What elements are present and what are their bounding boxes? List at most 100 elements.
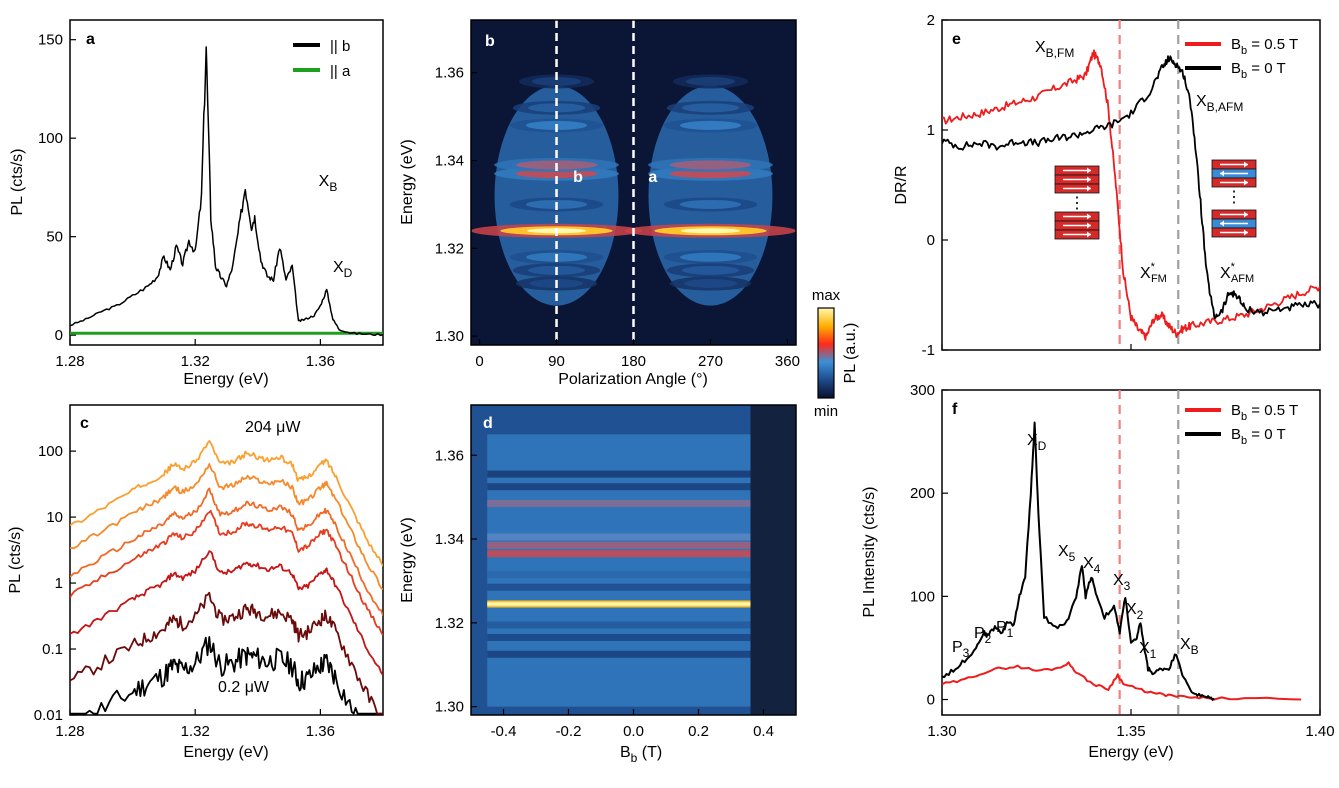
colorbar-min: min bbox=[814, 403, 838, 420]
x-axis-label-base: B bbox=[620, 744, 631, 761]
heatmap-line bbox=[487, 571, 751, 579]
heatmap-line bbox=[487, 533, 751, 541]
peak-label-x1-sub: 1 bbox=[1150, 647, 1157, 661]
legend-label-sub: b bbox=[1241, 45, 1247, 57]
x-axis-label: Energy (eV) bbox=[183, 371, 268, 388]
peak-label-p1: P1 bbox=[996, 619, 1014, 640]
x-tick-label: 0.4 bbox=[753, 723, 774, 740]
peak-label-p3: P3 bbox=[952, 639, 970, 660]
legend-label: Bb = 0 T bbox=[1231, 60, 1286, 81]
y-tick-label: 0.01 bbox=[34, 707, 63, 724]
legend-label-rest: = 0.5 T bbox=[1247, 402, 1298, 419]
plot-frame bbox=[69, 404, 384, 716]
heatmap-line bbox=[487, 621, 751, 629]
peak-label-x4-base: X bbox=[1083, 555, 1094, 572]
peak-label-x1: X1 bbox=[1139, 640, 1157, 661]
peak-label-x3-base: X bbox=[1113, 572, 1124, 589]
series-line-power bbox=[70, 591, 383, 715]
panel-letter: d bbox=[483, 415, 493, 432]
legend-label: Bb = 0.5 T bbox=[1231, 36, 1298, 57]
peak-label-xb: XB bbox=[1180, 636, 1199, 657]
legend-label-rest: = 0 T bbox=[1247, 426, 1286, 443]
peak-label-b-sub: B bbox=[329, 180, 337, 194]
heatmap-line bbox=[487, 499, 751, 507]
y-tick-label: -1 bbox=[922, 342, 935, 359]
y-tick-label: 150 bbox=[38, 32, 63, 49]
peak-label-xd-sub: D bbox=[1038, 439, 1047, 453]
y-tick-label: 1.36 bbox=[435, 65, 464, 82]
power-label-low: 0.2 μW bbox=[218, 679, 270, 696]
heatmap-glow bbox=[648, 85, 773, 306]
spin-arrowhead bbox=[1244, 179, 1248, 186]
x-tick-label: 1.35 bbox=[1116, 723, 1145, 740]
x-axis-label-unit: (T) bbox=[637, 744, 662, 761]
peak-label-x4-sub: 4 bbox=[1094, 562, 1101, 576]
x-tick-label: 1.28 bbox=[55, 353, 84, 370]
y-tick-label: 100 bbox=[38, 130, 63, 147]
panel-letter: f bbox=[952, 401, 958, 418]
series-line-e bbox=[942, 55, 1320, 320]
series-line-b bbox=[70, 46, 383, 337]
series-line-f bbox=[942, 661, 1302, 701]
y-tick-label: 2 bbox=[927, 12, 935, 29]
peak-label-xd: XD bbox=[1027, 432, 1047, 453]
x-tick-label: 1.40 bbox=[1305, 723, 1334, 740]
peak-label-xbafm-base: X bbox=[1196, 93, 1207, 110]
x-tick-label: 0.0 bbox=[623, 723, 644, 740]
peak-label-x4: X4 bbox=[1083, 555, 1101, 576]
peak-label-xd-base: X bbox=[1027, 432, 1038, 449]
legend-label: Bb = 0.5 T bbox=[1231, 402, 1298, 423]
peak-label-p3-sub: 3 bbox=[963, 646, 970, 660]
afm-stack-top bbox=[1211, 159, 1257, 188]
heatmap-line-core bbox=[685, 76, 735, 86]
spin-arrowhead bbox=[1087, 176, 1091, 183]
y-tick-label: 50 bbox=[46, 229, 63, 246]
panel-letter: c bbox=[80, 415, 89, 432]
spin-arrowhead bbox=[1087, 185, 1091, 192]
y-axis-label: PL (cts/s) bbox=[7, 527, 24, 594]
panel-letter: b bbox=[485, 33, 495, 50]
spin-arrowhead bbox=[1244, 161, 1248, 168]
ellipsis-icon: ⋮ bbox=[1226, 189, 1242, 206]
x-tick-label: 1.28 bbox=[55, 723, 84, 740]
y-tick-label: 0 bbox=[55, 327, 63, 344]
y-tick-label: 100 bbox=[910, 588, 935, 605]
peak-label-d: XD bbox=[333, 259, 353, 280]
fm-stack-bottom bbox=[1054, 211, 1100, 240]
x-tick-label: 1.36 bbox=[306, 723, 335, 740]
colorbar-label: PL (a.u.) bbox=[842, 323, 859, 384]
legend-label-sub: b bbox=[1241, 69, 1247, 81]
y-tick-label: 1 bbox=[55, 575, 63, 592]
colorbar bbox=[817, 307, 835, 399]
legend-label-base: B bbox=[1231, 60, 1241, 77]
spin-arrowhead bbox=[1220, 220, 1224, 227]
legend-label-rest: = 0.5 T bbox=[1247, 36, 1298, 53]
heatmap-band-region bbox=[487, 434, 751, 707]
x-tick-label: 1.32 bbox=[181, 723, 210, 740]
peak-label-p1-sub: 1 bbox=[1007, 626, 1014, 640]
peak-label-p2-base: P bbox=[974, 625, 985, 642]
legend-label-rest: = 0 T bbox=[1247, 60, 1286, 77]
angle-label: a bbox=[648, 169, 657, 186]
x-tick-label: 0.2 bbox=[688, 723, 709, 740]
heatmap-line bbox=[487, 550, 751, 558]
heatmap-line-core bbox=[532, 76, 582, 86]
x-axis-label: Energy (eV) bbox=[1088, 744, 1173, 761]
y-axis-label: PL (cts/s) bbox=[9, 149, 26, 216]
peak-label-xfm-sub: FM bbox=[1151, 273, 1167, 285]
y-tick-label: 100 bbox=[38, 443, 63, 460]
peak-label-b-base: X bbox=[319, 173, 330, 190]
legend-label-sub: b bbox=[1241, 411, 1247, 423]
y-tick-label: 1.34 bbox=[435, 153, 464, 170]
heatmap-line bbox=[487, 650, 751, 658]
series-line-power bbox=[70, 550, 383, 676]
legend-label-base: B bbox=[1231, 402, 1241, 419]
spin-arrowhead bbox=[1087, 167, 1091, 174]
y-tick-label: 1.30 bbox=[435, 699, 464, 716]
x-axis-label: Polarization Angle (°) bbox=[558, 371, 708, 388]
peak-label-d-sub: D bbox=[344, 266, 353, 280]
x-tick-label: 1.32 bbox=[181, 353, 210, 370]
y-axis-label: DR/R bbox=[893, 165, 910, 204]
spin-arrowhead bbox=[1087, 213, 1091, 220]
